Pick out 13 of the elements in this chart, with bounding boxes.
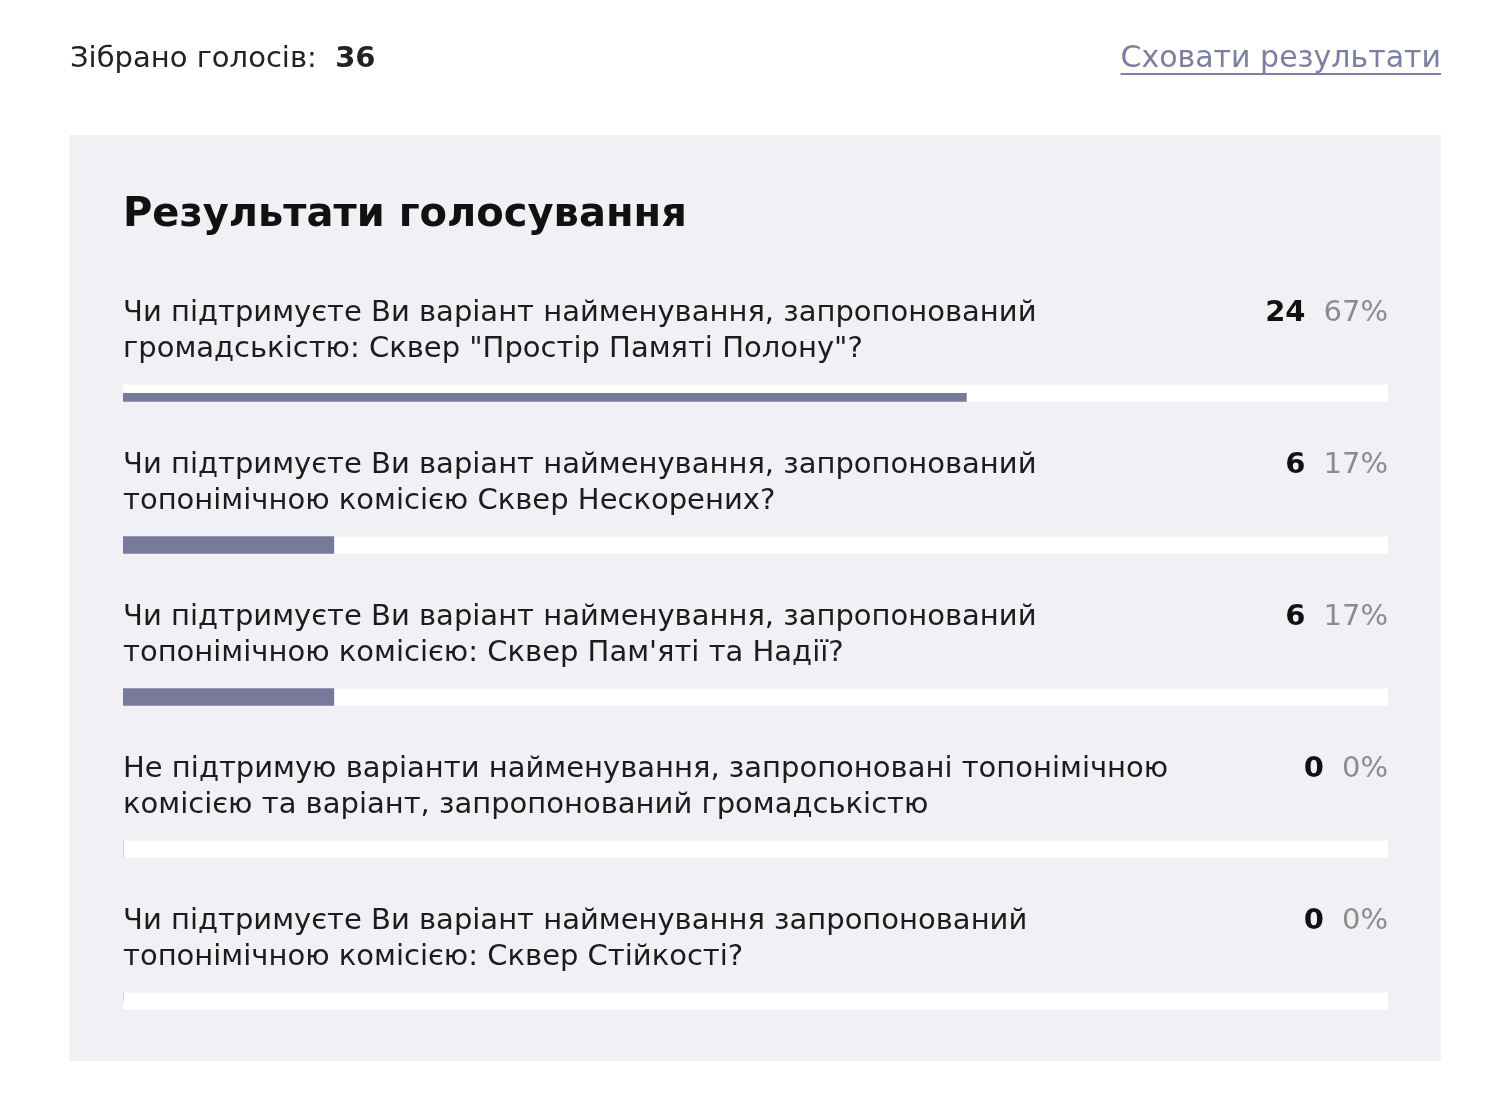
data-label: 6 17% [1285, 597, 1389, 632]
data-label: 24 67% [1265, 293, 1389, 328]
data-label: 0 0% [1303, 901, 1389, 936]
y-tick-label: Чи підтримуєте Ви варіант найменування запропонований топонімічною комісією: Сквер Стійкості? [123, 901, 1028, 972]
data-label: 0 0% [1303, 749, 1389, 784]
y-tick-label: Не підтримую варіанти найменування, запропоновані топонімічною комісією та варіант, запропонований громадськістю [123, 749, 1169, 820]
y-tick-label: Чи підтримуєте Ви варіант найменування, запропонований топонімічною комісією: Сквер Пам'яті та Надії? [123, 597, 1037, 668]
text: Зібрано голосів: 36 [70, 39, 376, 74]
data-label: 6 17% [1285, 445, 1389, 480]
y-tick-label: Чи підтримуєте Ви варіант найменування, запропонований громадськістю: Сквер "Простір Памяті Полону"? [123, 293, 1037, 364]
chart-title: Результати голосування [123, 189, 687, 236]
y-tick-label: Чи підтримуєте Ви варіант найменування, запропонований топонімічною комісією Сквер Нескорених? [123, 445, 1037, 516]
text: Сховати результати [1120, 38, 1441, 74]
